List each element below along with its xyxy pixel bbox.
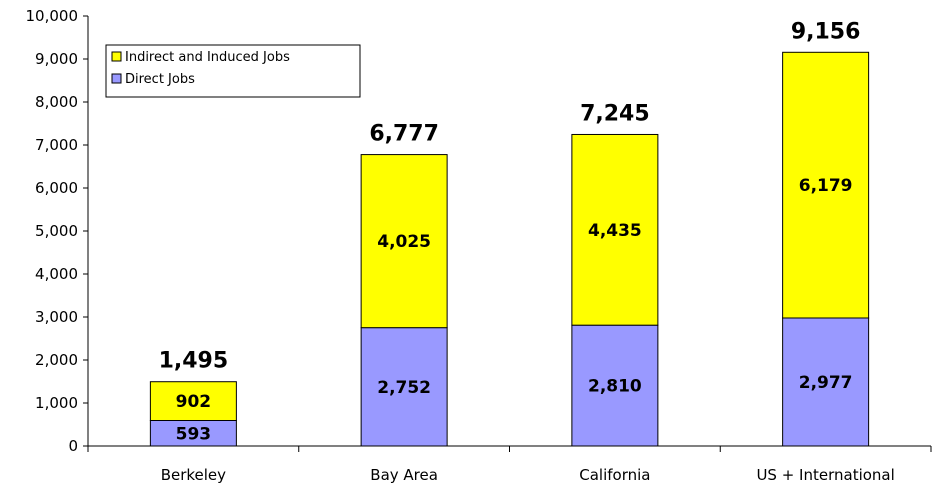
legend-label: Direct Jobs	[125, 72, 195, 87]
y-tick-label: 1,000	[35, 394, 78, 412]
legend-swatch	[112, 52, 121, 61]
y-tick-label: 3,000	[35, 308, 78, 326]
y-tick-label: 4,000	[35, 265, 78, 283]
legend-label: Indirect and Induced Jobs	[125, 50, 290, 65]
x-category-label: US + International	[756, 466, 894, 484]
data-label-indirect: 4,025	[377, 232, 431, 252]
data-label-total: 9,156	[791, 19, 861, 44]
y-tick-label: 2,000	[35, 351, 78, 369]
data-label-total: 6,777	[369, 122, 439, 147]
y-tick-label: 5,000	[35, 222, 78, 240]
data-label-total: 7,245	[580, 101, 650, 126]
x-category-label: Bay Area	[370, 466, 438, 484]
y-tick-label: 10,000	[26, 7, 79, 25]
data-label-direct: 2,977	[799, 373, 853, 393]
y-tick-label: 9,000	[35, 50, 78, 68]
legend: Indirect and Induced Jobs Direct Jobs	[106, 45, 360, 97]
data-label-direct: 2,810	[588, 377, 642, 397]
data-label-indirect: 6,179	[799, 176, 853, 196]
x-category-label: Berkeley	[161, 466, 226, 484]
y-tick-label: 8,000	[35, 93, 78, 111]
data-label-direct: 593	[176, 424, 212, 444]
legend-swatch	[112, 74, 121, 83]
data-label-total: 1,495	[159, 349, 229, 374]
x-category-label: California	[579, 466, 650, 484]
data-label-direct: 2,752	[377, 378, 431, 398]
data-label-indirect: 4,435	[588, 221, 642, 241]
y-tick-label: 6,000	[35, 179, 78, 197]
data-label-indirect: 902	[176, 392, 212, 412]
bars	[150, 52, 868, 446]
y-tick-label: 0	[68, 437, 78, 455]
y-tick-label: 7,000	[35, 136, 78, 154]
